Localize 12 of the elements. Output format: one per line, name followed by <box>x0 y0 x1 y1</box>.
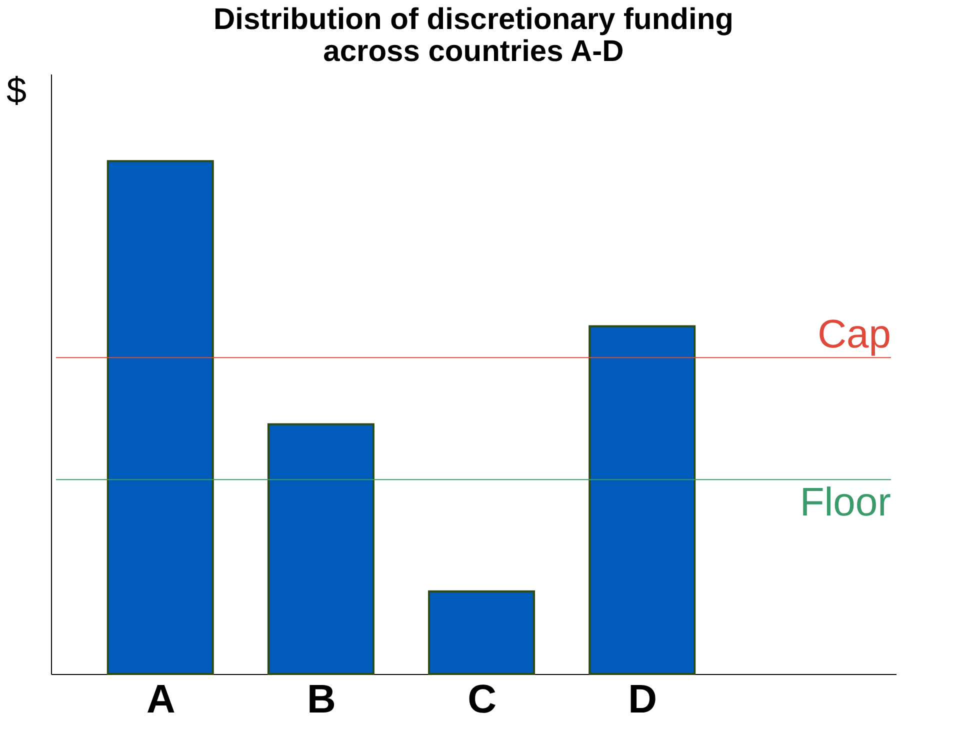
bar <box>428 590 536 675</box>
x-tick-label: B <box>307 678 336 722</box>
x-tick-label: D <box>628 678 658 722</box>
bar <box>267 423 374 675</box>
chart-title: Distribution of discretionary funding across countries A-D <box>214 3 734 68</box>
ref-line-label: Floor <box>800 480 891 525</box>
y-axis-title: $ <box>6 70 26 110</box>
bar <box>106 160 214 675</box>
ref-line-label: Cap <box>818 312 891 357</box>
bar <box>588 325 696 675</box>
x-tick-label: C <box>468 678 496 722</box>
x-tick-label: A <box>146 678 176 722</box>
